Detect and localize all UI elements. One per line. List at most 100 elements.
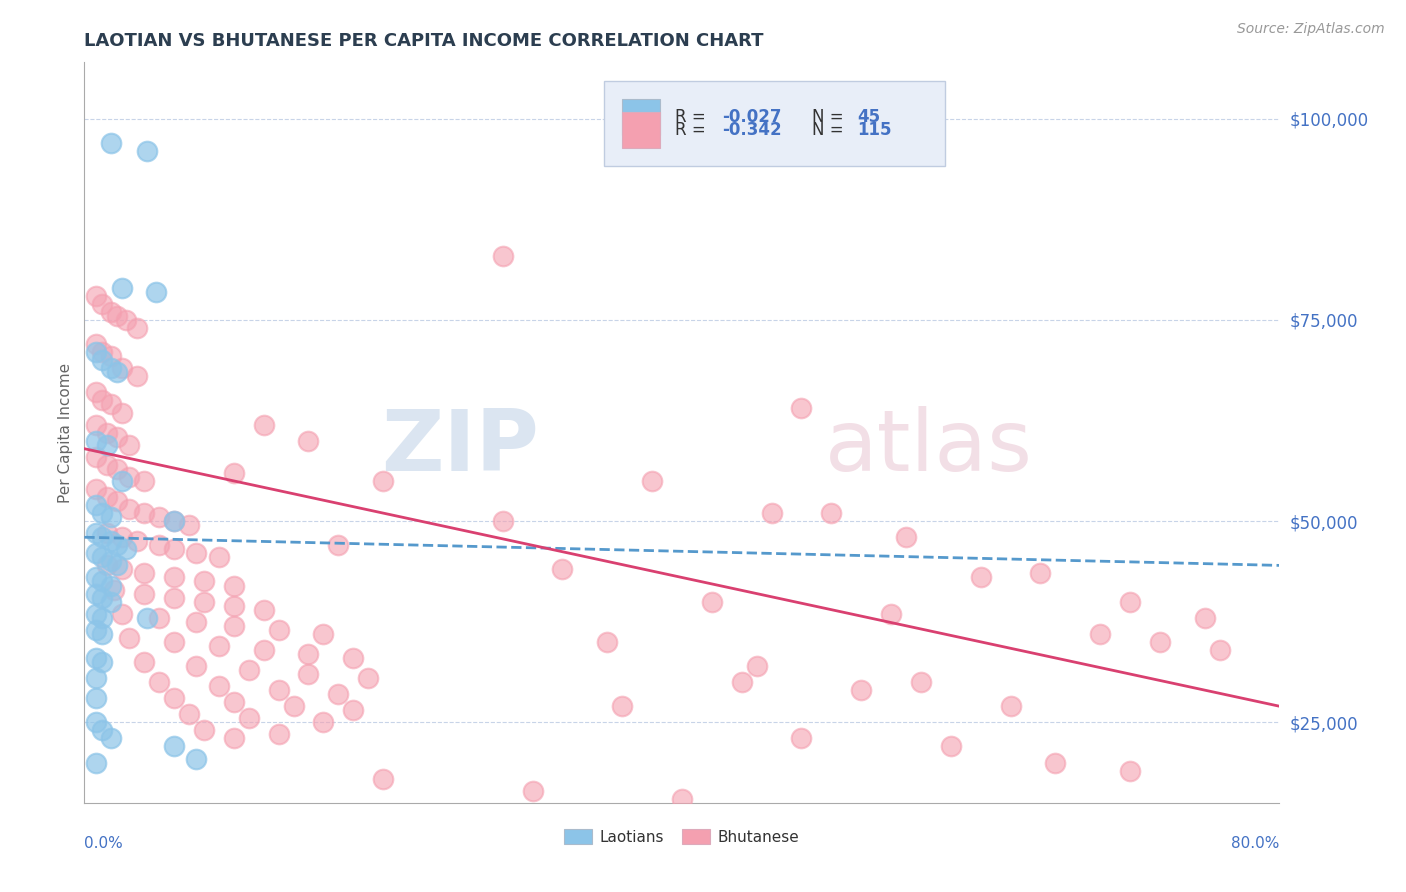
Point — [163, 635, 186, 649]
Point — [1029, 566, 1052, 581]
Point — [186, 546, 208, 560]
Point — [111, 361, 134, 376]
Point — [671, 791, 693, 805]
Point — [186, 751, 208, 765]
Point — [970, 570, 993, 584]
Point — [132, 506, 156, 520]
Point — [731, 675, 754, 690]
Point — [163, 542, 186, 557]
Point — [118, 502, 141, 516]
Point — [1090, 627, 1112, 641]
Point — [163, 691, 186, 706]
Point — [1000, 699, 1022, 714]
FancyBboxPatch shape — [623, 99, 661, 135]
Point — [136, 144, 159, 158]
Point — [373, 772, 395, 786]
Point — [96, 425, 118, 440]
Point — [1209, 643, 1232, 657]
Point — [312, 715, 335, 730]
Point — [115, 542, 138, 557]
Point — [86, 450, 108, 464]
Point — [342, 651, 364, 665]
Point — [118, 631, 141, 645]
Point — [91, 345, 114, 359]
Point — [86, 570, 108, 584]
Point — [267, 727, 290, 741]
Point — [186, 659, 208, 673]
Point — [111, 281, 134, 295]
Point — [163, 591, 186, 605]
Point — [100, 305, 122, 319]
Point — [125, 321, 148, 335]
Point — [522, 783, 544, 797]
Point — [148, 510, 170, 524]
Text: R =: R = — [675, 108, 711, 127]
Point — [136, 610, 159, 624]
Point — [208, 679, 231, 693]
Point — [96, 558, 118, 573]
Point — [86, 546, 108, 560]
Point — [115, 313, 138, 327]
Point — [111, 562, 134, 576]
Point — [1119, 594, 1142, 608]
Point — [111, 405, 134, 419]
Point — [238, 663, 260, 677]
Point — [297, 647, 319, 661]
Point — [96, 490, 118, 504]
Point — [91, 723, 114, 738]
Point — [100, 534, 122, 549]
Point — [86, 715, 108, 730]
Point — [100, 594, 122, 608]
Point — [96, 526, 118, 541]
Point — [105, 462, 128, 476]
Point — [145, 285, 167, 299]
Point — [91, 530, 114, 544]
Point — [86, 482, 108, 496]
Point — [91, 550, 114, 565]
Point — [641, 474, 664, 488]
Point — [86, 691, 108, 706]
Point — [186, 615, 208, 629]
Point — [86, 651, 108, 665]
Point — [1045, 756, 1067, 770]
Point — [111, 530, 134, 544]
Point — [105, 430, 128, 444]
Point — [86, 345, 108, 359]
Text: 45: 45 — [858, 108, 880, 127]
Point — [86, 498, 108, 512]
Point — [222, 466, 245, 480]
Legend: Laotians, Bhutanese: Laotians, Bhutanese — [558, 822, 806, 851]
Point — [91, 591, 114, 605]
Point — [105, 558, 128, 573]
Point — [111, 607, 134, 621]
Point — [761, 506, 783, 520]
Point — [283, 699, 305, 714]
Point — [91, 610, 114, 624]
Point — [790, 731, 813, 746]
Text: ZIP: ZIP — [381, 406, 538, 489]
Point — [132, 566, 156, 581]
Point — [105, 538, 128, 552]
Point — [163, 514, 186, 528]
Point — [118, 438, 141, 452]
Point — [86, 417, 108, 432]
Point — [100, 578, 122, 592]
Point — [373, 474, 395, 488]
Point — [177, 518, 200, 533]
Point — [132, 586, 156, 600]
Point — [596, 635, 619, 649]
Point — [100, 731, 122, 746]
Point — [790, 401, 813, 416]
Point — [312, 627, 335, 641]
Point — [148, 538, 170, 552]
Point — [100, 554, 122, 568]
Point — [132, 655, 156, 669]
Point — [745, 659, 768, 673]
Point — [193, 574, 215, 589]
Point — [910, 675, 932, 690]
Point — [96, 458, 118, 472]
Point — [297, 434, 319, 448]
Point — [880, 607, 903, 621]
Point — [91, 297, 114, 311]
Point — [222, 578, 245, 592]
